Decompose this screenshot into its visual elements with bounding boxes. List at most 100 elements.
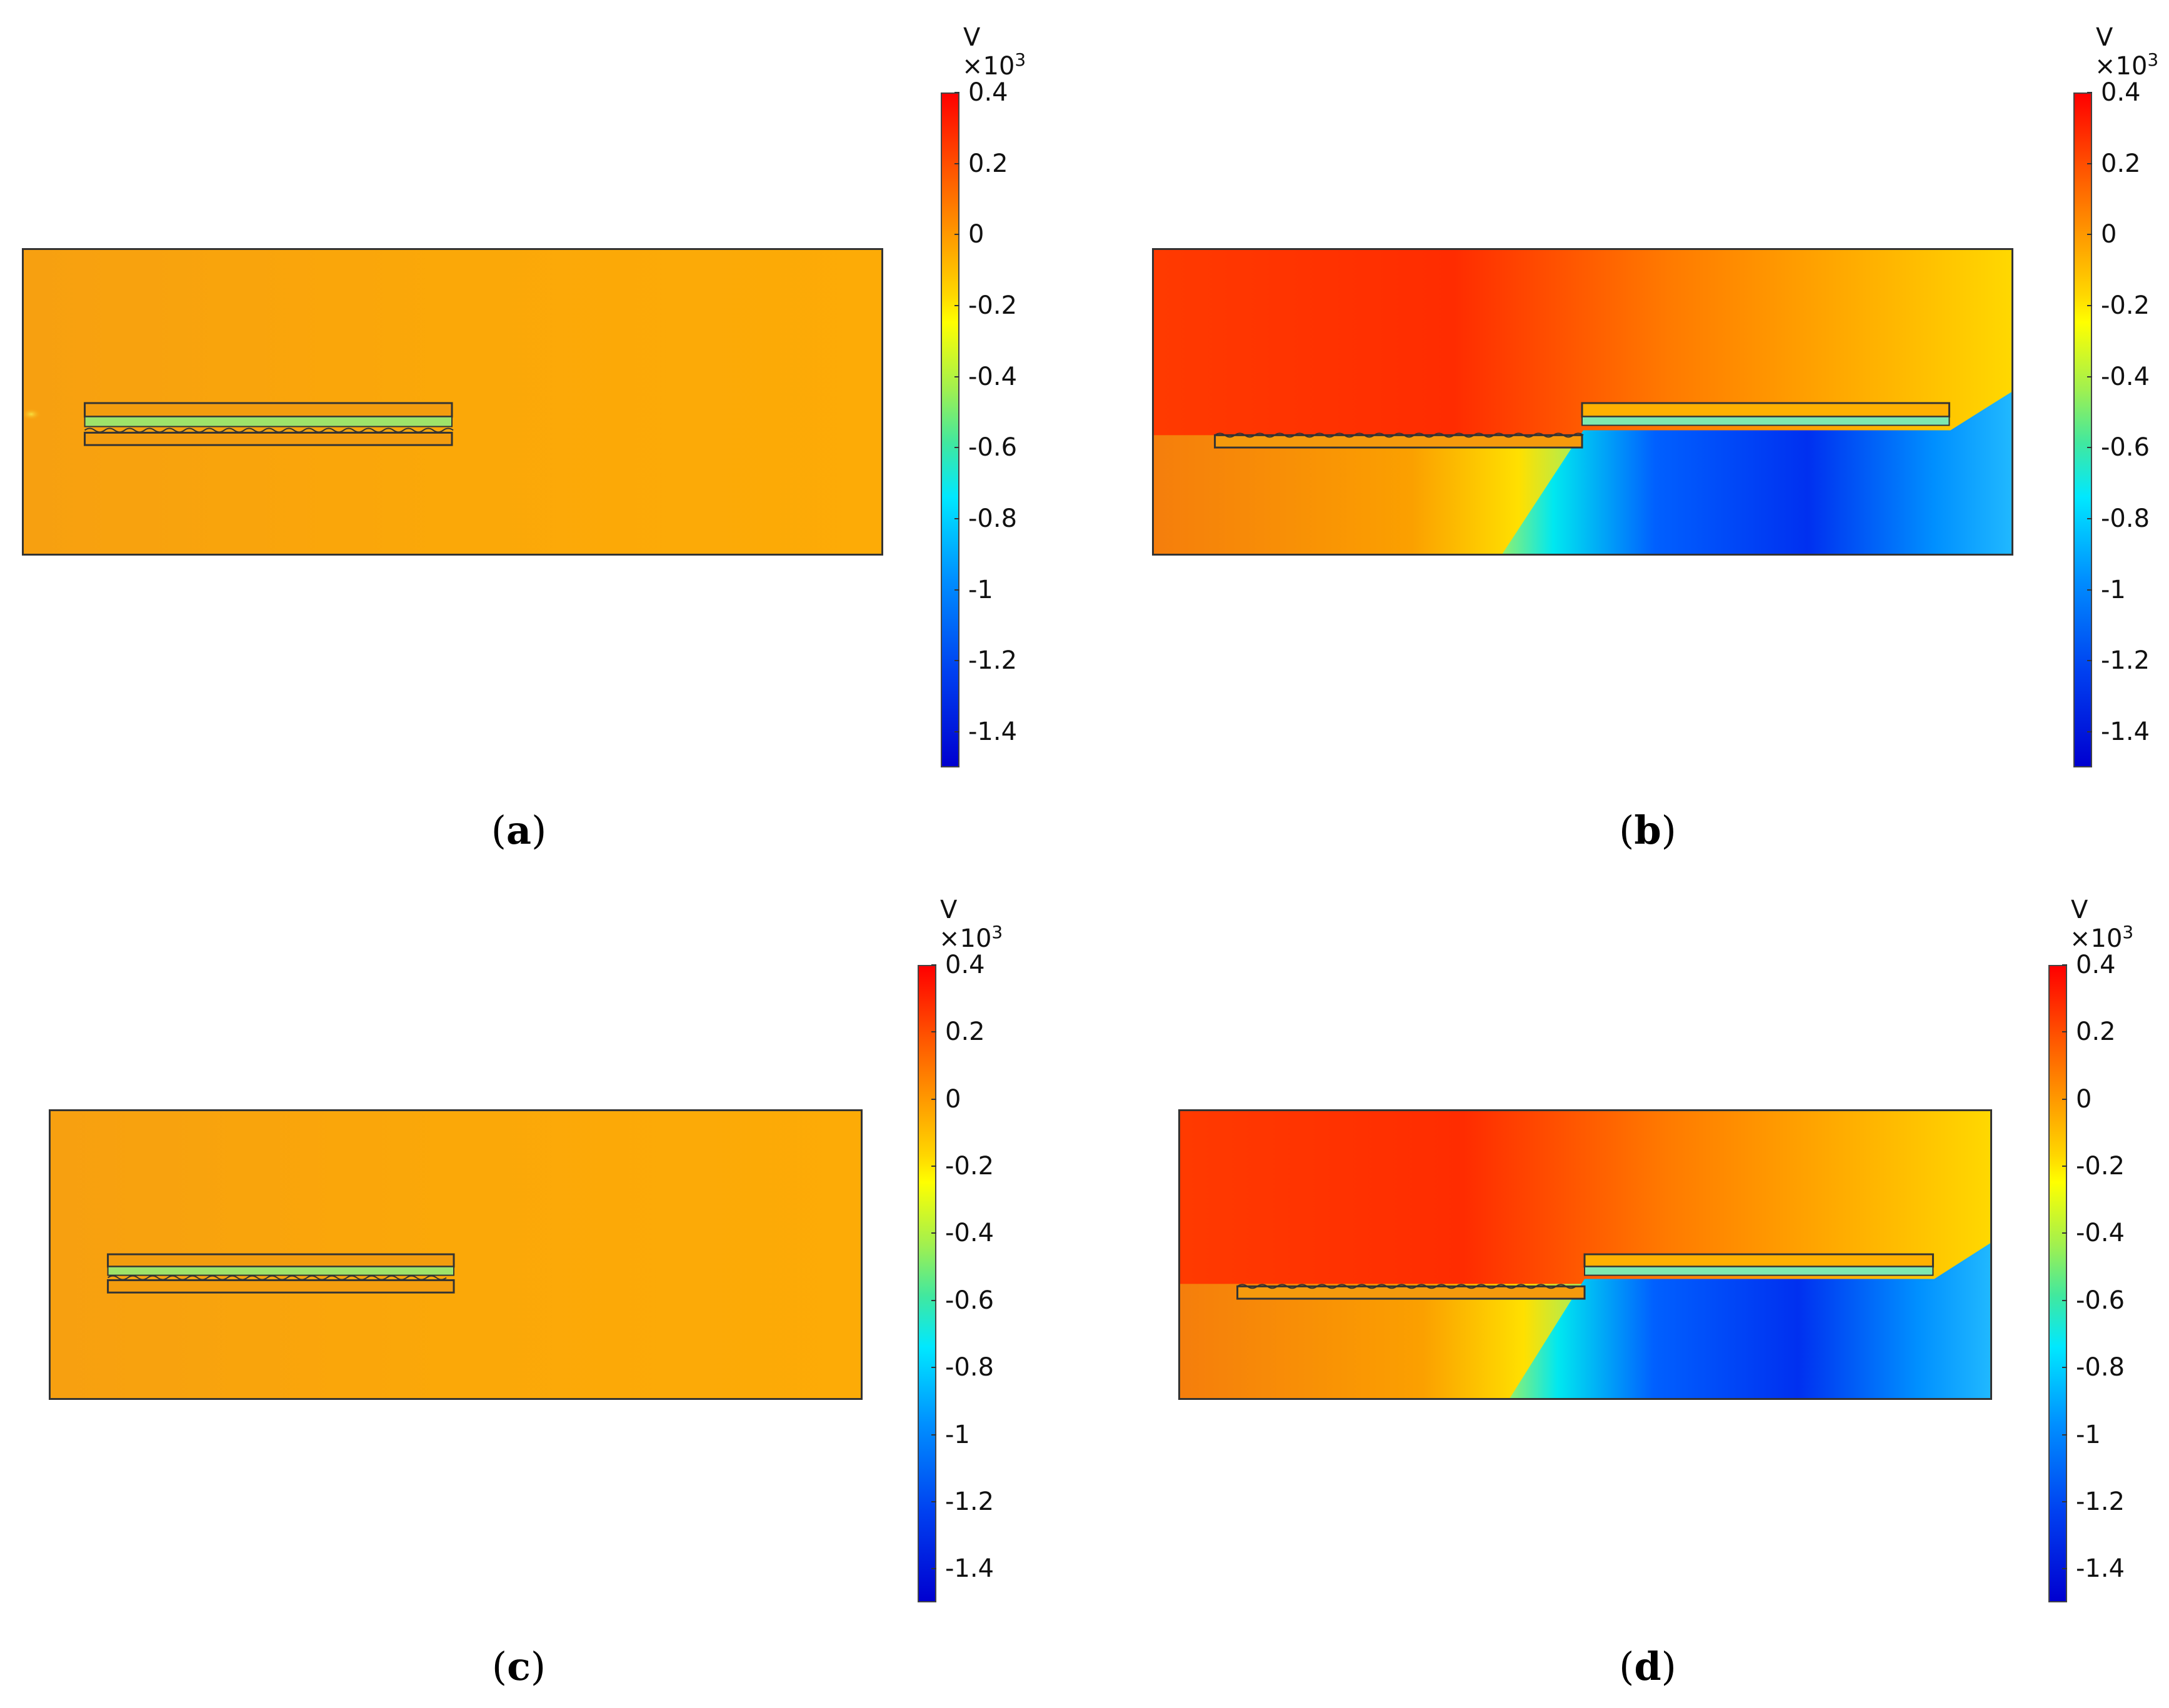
colorbar-tick-label: 0.2	[968, 149, 1008, 178]
colorbar-tick	[954, 305, 959, 307]
lower-electrode-b	[1214, 434, 1583, 449]
microstructure-d	[1236, 1284, 1576, 1289]
colorbar-tick	[2087, 162, 2092, 164]
colorbar-tick-label: -0.8	[945, 1353, 994, 1382]
colorbar-tick	[2087, 447, 2092, 449]
colorbar-gradient	[2048, 965, 2067, 1602]
colorbar-tick-label: 0.2	[2076, 1017, 2116, 1047]
colorbar-tick-label: -1.2	[945, 1487, 994, 1516]
colorbar-tick-label: -1.4	[968, 717, 1018, 747]
colorbar-tick-label: -1	[945, 1420, 970, 1449]
lower-electrode-a	[84, 431, 453, 446]
colorbar-tick	[931, 1166, 936, 1167]
colorbar-tick	[931, 1232, 936, 1234]
colorbar-tick-label: -1.2	[2101, 646, 2150, 676]
colorbar-tick	[2062, 1166, 2067, 1167]
potential-field-a	[24, 250, 881, 554]
colorbar-unit: V	[2096, 23, 2113, 52]
colorbar-tick-label: 0.2	[2101, 149, 2141, 178]
colorbar-multiplier: ×103	[2095, 49, 2159, 81]
upper-electrode-b	[1581, 402, 1950, 418]
colorbar-tick	[2087, 234, 2092, 236]
colorbar-tick-label: 0.4	[2076, 951, 2116, 979]
dielectric-gap-a	[84, 416, 453, 427]
colorbar-tick	[931, 964, 936, 966]
dielectric-layer-d	[1584, 1266, 1934, 1276]
microstructure-a	[84, 427, 454, 433]
colorbar-tick-label: -0.2	[2076, 1152, 2125, 1181]
panel-label-a: (a)	[491, 807, 547, 853]
colorbar-tick	[2062, 1031, 2067, 1033]
colorbar-tick-label: 0	[2101, 220, 2117, 249]
colorbar-tick-label: -0.6	[945, 1286, 994, 1315]
colorbar-tick	[954, 660, 959, 662]
colorbar-tick-label: 0.4	[945, 951, 985, 979]
colorbar-tick-label: -1.4	[2076, 1554, 2125, 1584]
colorbar-tick-label: -1.4	[2101, 717, 2150, 747]
colorbar-tick-label: -0.8	[968, 504, 1018, 534]
colorbar-tick	[2087, 518, 2092, 520]
colorbar-tick	[931, 1568, 936, 1570]
dielectric-gap-c	[107, 1266, 455, 1276]
colorbar-tick	[954, 234, 959, 236]
colorbar-tick	[2062, 1501, 2067, 1502]
colorbar-multiplier: ×103	[939, 922, 1003, 953]
colorbar-tick-label: -0.6	[968, 433, 1018, 462]
panel-label-c: (c)	[491, 1644, 546, 1689]
colorbar-tick-label: -0.4	[968, 362, 1018, 391]
colorbar-tick	[931, 1031, 936, 1033]
colorbar-tick-label: -0.6	[2076, 1286, 2125, 1315]
colorbar-gradient	[918, 965, 936, 1602]
colorbar-multiplier: ×103	[2070, 922, 2134, 953]
colorbar-tick-label: -0.2	[2101, 291, 2150, 321]
potential-plot-d	[1178, 1109, 1992, 1400]
colorbar-tick	[931, 1367, 936, 1369]
colorbar-unit: V	[940, 896, 958, 924]
colorbar-tick-label: 0	[945, 1084, 961, 1114]
colorbar-gradient	[2073, 92, 2092, 767]
colorbar-tick	[931, 1299, 936, 1301]
colorbar-tick	[954, 518, 959, 520]
colorbar-tick	[2087, 92, 2092, 93]
upper-electrode-d	[1583, 1253, 1934, 1268]
colorbar-tick-label: 0	[968, 220, 984, 249]
colorbar-tick	[954, 162, 959, 164]
colorbar-tick-label: -1	[2101, 575, 2126, 604]
colorbar-tick	[2062, 1434, 2067, 1436]
panel-label-b: (b)	[1619, 807, 1676, 853]
colorbar-tick	[2062, 1299, 2067, 1301]
colorbar-tick	[2062, 1367, 2067, 1369]
potential-plot-a	[22, 248, 883, 556]
colorbar-tick-label: -1.2	[2076, 1487, 2125, 1516]
colorbar-tick-label: -0.8	[2076, 1353, 2125, 1382]
colorbar-tick	[2087, 731, 2092, 733]
colorbar-tick-label: 0.4	[2101, 78, 2141, 107]
upper-electrode-c	[107, 1253, 455, 1268]
colorbar-tick-label: -1.4	[945, 1554, 994, 1584]
colorbar-tick	[2087, 305, 2092, 307]
colorbar-tick	[954, 92, 959, 93]
colorbar-unit: V	[963, 23, 981, 52]
potential-field-c	[51, 1111, 861, 1398]
colorbar-tick	[2087, 660, 2092, 662]
colorbar-tick	[2062, 1098, 2067, 1100]
colorbar-tick-label: 0	[2076, 1084, 2092, 1114]
microstructure-b	[1214, 432, 1584, 438]
colorbar-tick-label: -0.4	[2101, 362, 2150, 391]
upper-electrode-a	[84, 402, 453, 418]
lower-electrode-c	[107, 1279, 455, 1294]
colorbar-tick-label: -0.4	[945, 1219, 994, 1248]
colorbar-tick-label: -1	[968, 575, 993, 604]
colorbar-tick	[954, 447, 959, 449]
colorbar-tick-label: -0.2	[968, 291, 1018, 321]
colorbar-tick-label: -0.4	[2076, 1219, 2125, 1248]
colorbar-tick-label: -0.6	[2101, 433, 2150, 462]
colorbar-multiplier: ×103	[962, 49, 1026, 81]
colorbar-tick-label: 0.2	[945, 1017, 985, 1047]
colorbar-tick	[954, 589, 959, 591]
colorbar-tick-label: -0.8	[2101, 504, 2150, 534]
colorbar-tick	[954, 731, 959, 733]
dielectric-layer-b	[1581, 416, 1950, 426]
colorbar-unit: V	[2071, 896, 2088, 924]
colorbar-tick	[2087, 589, 2092, 591]
